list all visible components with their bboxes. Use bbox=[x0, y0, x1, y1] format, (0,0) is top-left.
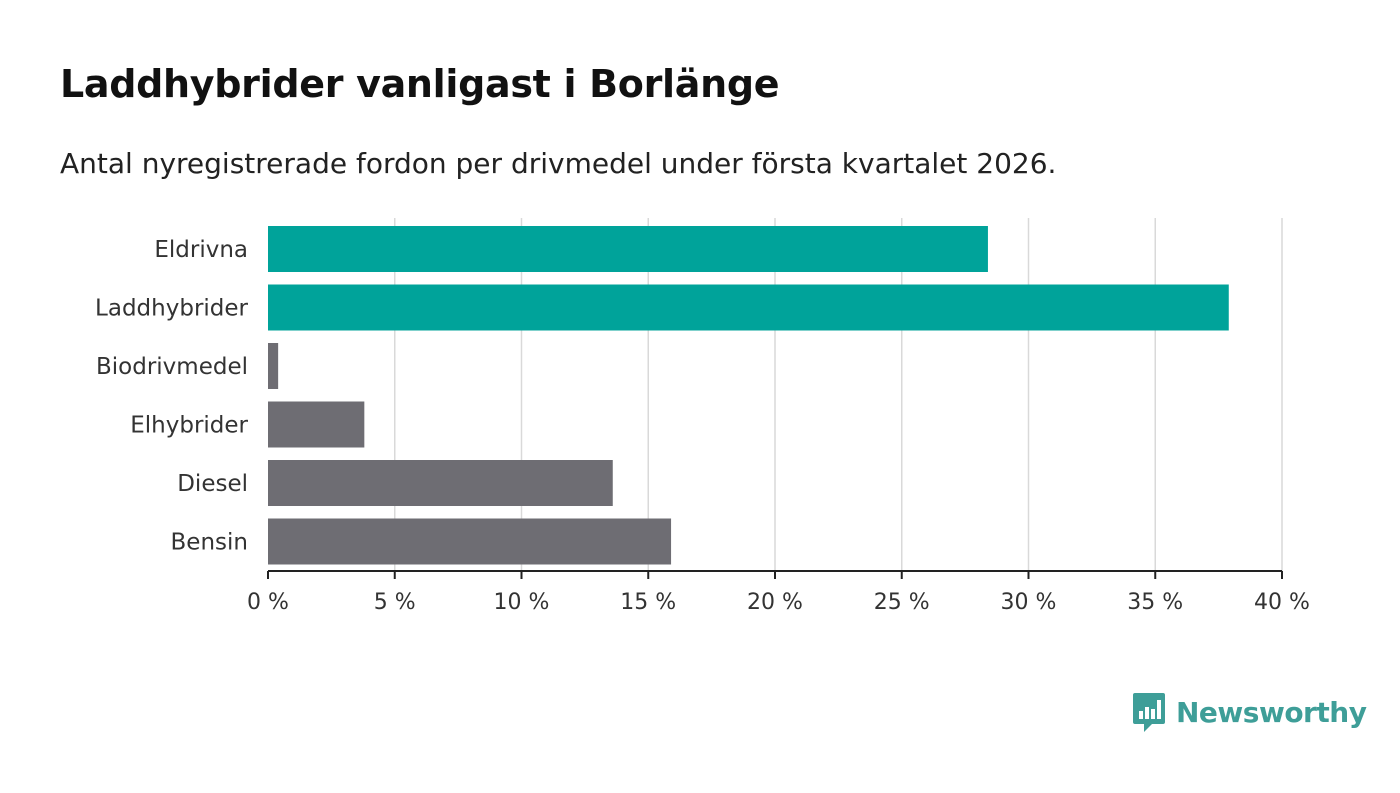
x-tick-label: 20 % bbox=[747, 590, 803, 615]
category-label: Laddhybrider bbox=[95, 296, 248, 322]
x-axis: 0 % 5 % 10 % 15 % 20 % 25 % 30 % 35 % 40 % bbox=[247, 570, 1310, 615]
grid-lines bbox=[394, 218, 1283, 571]
x-tick-label: 40 % bbox=[1254, 590, 1310, 615]
x-tick-label: 25 % bbox=[874, 590, 930, 615]
category-label: Diesel bbox=[177, 471, 248, 497]
x-tick-label: 5 % bbox=[374, 590, 416, 615]
bar bbox=[268, 401, 365, 448]
bar bbox=[268, 343, 279, 389]
chart-subtitle: Antal nyregistrerade fordon per drivmede… bbox=[60, 147, 1057, 180]
chart-title: Laddhybrider vanligast i Borlänge bbox=[60, 62, 780, 106]
category-label: Bensin bbox=[171, 530, 248, 556]
category-label: Biodrivmedel bbox=[96, 354, 248, 380]
bar bbox=[268, 518, 672, 565]
x-tick-label: 0 % bbox=[247, 590, 289, 615]
bar bbox=[268, 460, 613, 506]
brand-name: Newsworthy bbox=[1176, 695, 1367, 729]
bar bbox=[268, 284, 1229, 331]
category-label: Elhybrider bbox=[130, 413, 248, 439]
newsworthy-logo-icon bbox=[1133, 693, 1165, 732]
bars bbox=[268, 226, 1229, 565]
x-tick-label: 35 % bbox=[1127, 590, 1183, 615]
newsworthy-logo: Newsworthy bbox=[1132, 692, 1367, 732]
bar bbox=[268, 226, 988, 272]
x-tick-label: 30 % bbox=[1001, 590, 1057, 615]
category-labels: Eldrivna Laddhybrider Biodrivmedel Elhybrid… bbox=[95, 237, 248, 556]
x-tick-label: 15 % bbox=[620, 590, 676, 615]
category-label: Eldrivna bbox=[154, 237, 248, 263]
x-tick-label: 10 % bbox=[494, 590, 550, 615]
